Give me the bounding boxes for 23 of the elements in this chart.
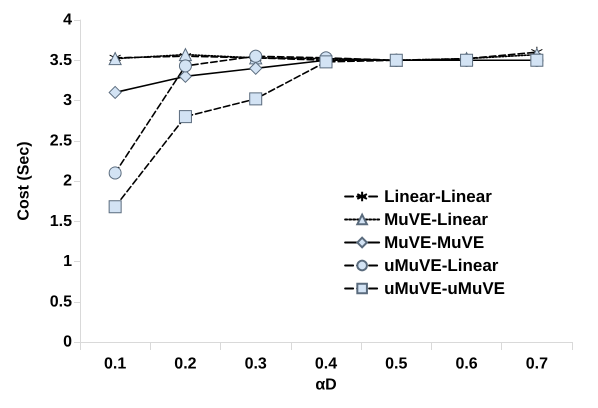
x-tick-label: 0.2 — [174, 356, 197, 372]
y-axis-title: Cost (Sec) — [16, 141, 32, 221]
y-tick-label: 2 — [63, 172, 72, 190]
y-tick-label: 0.5 — [50, 293, 72, 310]
y-tick-label: 0 — [63, 334, 72, 350]
x-tick-label: 0.1 — [104, 356, 126, 372]
legend-label: MuVE-MuVE — [384, 233, 484, 252]
y-tick-label: 3 — [63, 92, 72, 109]
x-tick-label: 0.6 — [455, 356, 478, 372]
x-tick-label: 0.5 — [385, 356, 408, 372]
y-tick-label: 1 — [63, 253, 72, 270]
y-tick-label: 2.5 — [50, 132, 72, 150]
x-axis-title: αD — [315, 376, 337, 394]
legend-label: MuVE-Linear — [384, 210, 488, 229]
legend-label: uMuVE-uMuVE — [384, 279, 506, 298]
y-tick-label: 4 — [63, 12, 72, 28]
legend-label: uMuVE-Linear — [384, 256, 499, 275]
legend-label: Linear-Linear — [384, 187, 492, 206]
y-tick-label: 3.5 — [50, 52, 72, 69]
x-tick-label: 0.3 — [244, 356, 267, 372]
y-tick-label: 1.5 — [50, 212, 72, 230]
x-tick-label: 0.4 — [314, 356, 338, 372]
x-tick-label: 0.7 — [526, 356, 548, 372]
